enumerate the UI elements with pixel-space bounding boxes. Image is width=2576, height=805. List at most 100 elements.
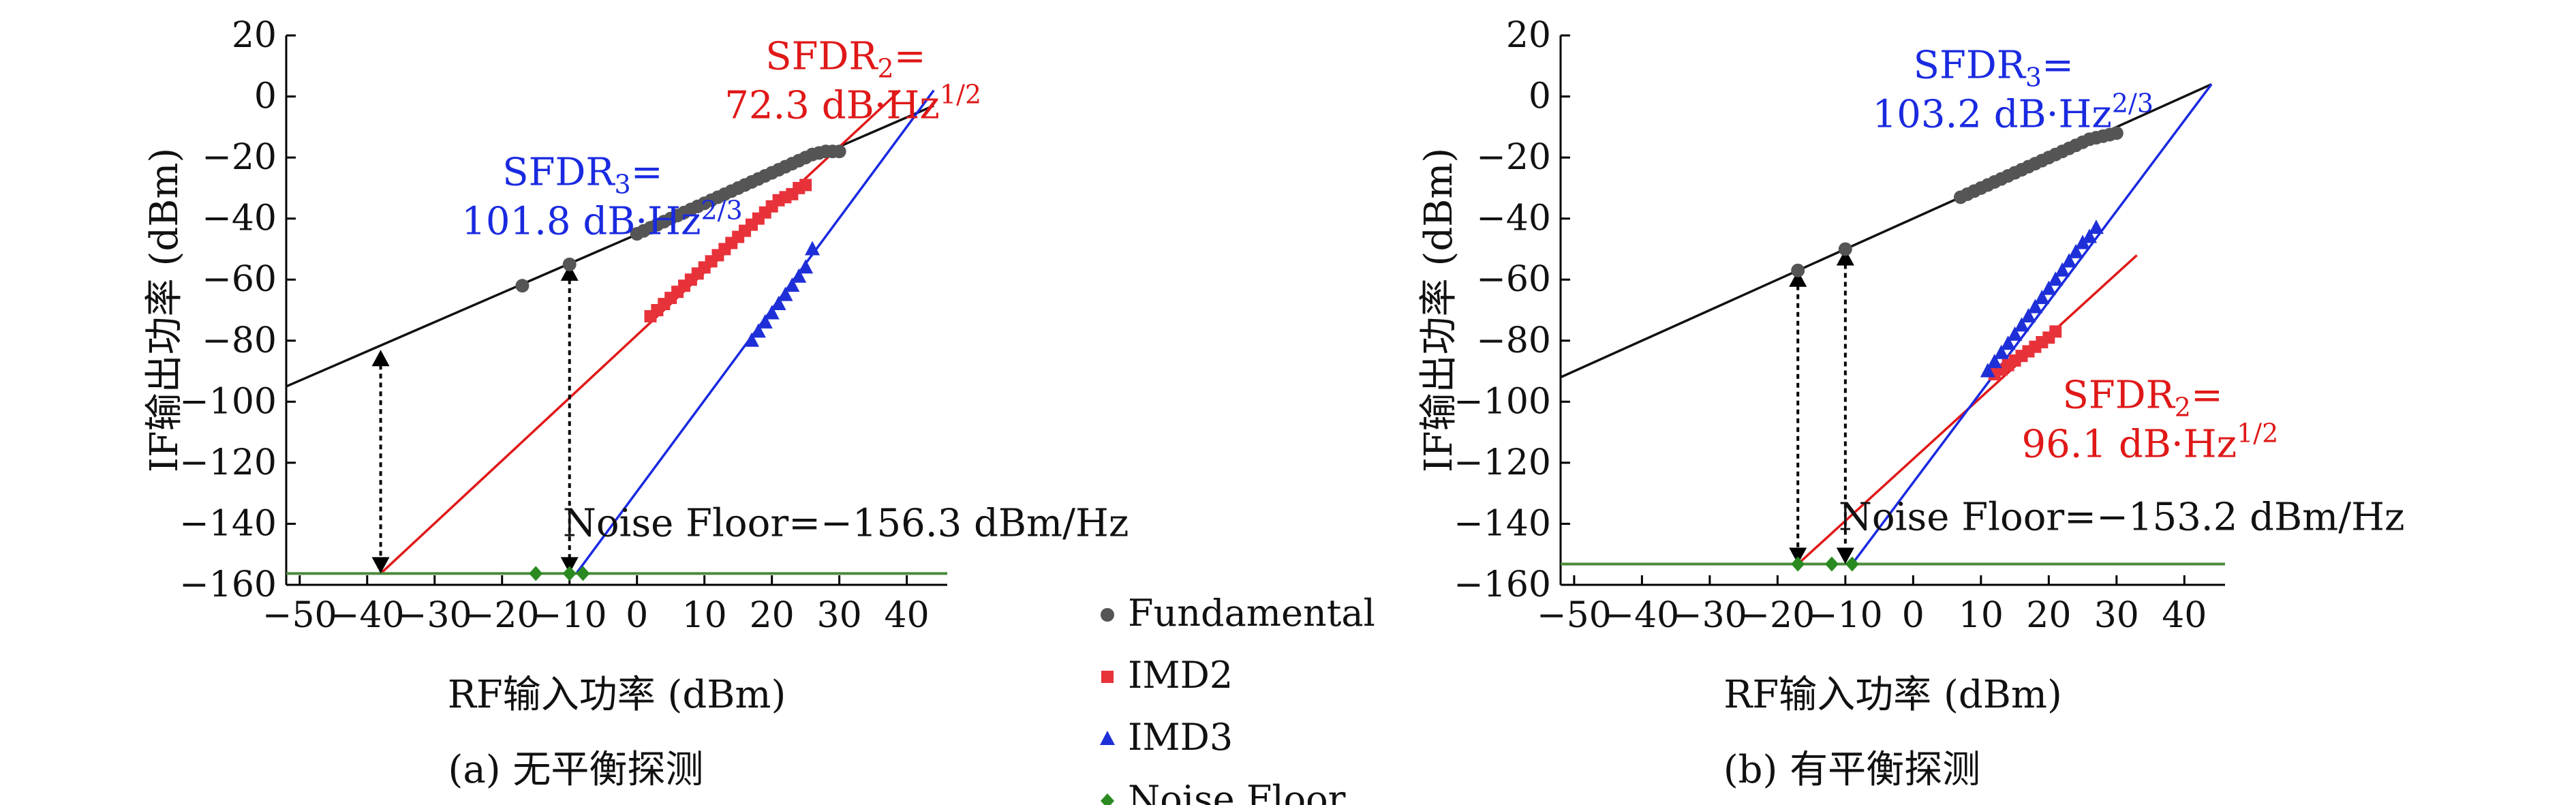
y-axis-label: IF输出功率 (dBm) [1417,148,1461,473]
imd3-point [2007,326,2023,341]
imd3-point [1993,344,2009,359]
imd3-point [791,268,807,283]
x-tick-label: 0 [1902,595,1925,636]
y-tick-label: 0 [1529,76,1551,117]
x-tick-label: 40 [885,595,930,636]
imd3-point [743,332,759,347]
imd3-point [750,323,766,338]
x-tick-label: 40 [2162,595,2207,636]
fundamental-point [832,145,846,159]
fit-imd2-line [380,89,901,575]
noise-point [576,566,590,581]
noise-floor-annotation: Noise Floor=−153.2 dBm/Hz [1839,495,2405,539]
noise-point [1845,556,1859,572]
x-tick-label: 0 [626,595,648,636]
y-tick-label: 20 [232,15,277,56]
noise-point [529,566,543,581]
noise-point [1824,556,1839,572]
x-tick-label: −10 [532,595,607,636]
arrow-head [371,557,390,574]
y-tick-label: 0 [254,76,277,117]
imd3-point [2041,280,2057,295]
legend: Fundamental IMD2 IMD3 Noise Floor [1100,592,1375,805]
noise-legend-marker [1101,793,1114,805]
legend-label-noise: Noise Floor [1128,778,1346,805]
y-tick-label: −80 [1476,320,1551,361]
x-axis-label: RF输入功率 (dBm) [448,673,786,717]
noise-point [1791,556,1805,572]
fundamental-legend-marker [1101,608,1114,622]
imd3-point [2034,290,2050,305]
x-tick-label: −30 [397,595,472,636]
legend-label-imd3: IMD3 [1128,716,1233,759]
x-tick-label: 20 [2026,595,2071,636]
imd3-point [2061,253,2077,268]
noise-floor-annotation: Noise Floor=−156.3 dBm/Hz [563,501,1129,545]
imd3-point [1980,363,1995,378]
x-tick-label: −50 [1537,595,1612,636]
y-tick-label: −100 [1454,381,1551,422]
imd3-point [2021,307,2036,322]
imd3-point [778,286,793,301]
sfdr-annotation-title: SFDR2= [765,34,925,83]
arrow-head [1789,547,1807,564]
imd3-point [2014,317,2029,332]
imd3-point [784,277,800,292]
imd3-point [2000,335,2016,350]
noise-point [562,566,577,581]
y-tick-label: −140 [1454,503,1551,544]
sfdr-annotation-value: 101.8 dB·Hz2/3 [461,195,742,243]
fit-imd3-line [1851,83,2213,565]
imd2-point [2049,325,2062,338]
imd3-point [2027,299,2043,314]
arrow-head [1789,270,1807,287]
x-tick-label: −20 [1740,595,1815,636]
x-tick-label: −50 [262,595,337,636]
arrow-head [560,557,579,574]
y-tick-label: −60 [1476,259,1551,300]
imd2-legend-marker [1101,671,1114,683]
y-tick-label: −40 [1476,198,1551,239]
imd3-point [757,314,773,329]
y-tick-label: −140 [179,503,277,544]
fundamental-point [515,279,530,293]
imd3-point [798,259,814,274]
imd3-point [1987,354,2002,369]
y-tick-label: −60 [202,259,277,300]
x-tick-label: 30 [817,595,862,636]
sfdr-annotation-title: SFDR2= [2062,373,2222,422]
sfdr-annotation-title: SFDR3= [1914,44,2074,93]
imd3-point [771,296,786,311]
imd3-point [2088,219,2104,234]
imd3-point [2082,228,2098,243]
x-tick-label: −10 [1808,595,1883,636]
panel-caption: (b) 有平衡探测 [1723,748,1980,792]
sfdr-annotation-title: SFDR3= [502,150,662,199]
fundamental-point [1791,263,1805,277]
y-tick-label: −20 [1476,137,1551,178]
imd3-point [764,305,780,320]
arrow-head [1836,547,1854,564]
imd3-legend-marker [1100,731,1115,745]
x-tick-label: −20 [465,595,540,636]
y-tick-label: 20 [1506,15,1551,56]
x-tick-label: −40 [1605,595,1680,636]
x-tick-label: −30 [1672,595,1747,636]
chart-panel-b: 200−20−40−60−80−100−120−140−160−50−40−30… [1417,15,2404,792]
x-tick-label: 30 [2094,595,2139,636]
arrow-head [371,350,390,367]
arrow-head [560,264,579,281]
y-tick-label: −100 [179,381,277,422]
legend-label-fundamental: Fundamental [1128,592,1375,635]
imd3-point [805,241,821,256]
x-tick-label: 10 [1959,595,2004,636]
x-tick-label: 10 [682,595,727,636]
y-tick-label: −160 [179,564,277,605]
imd3-point [2068,243,2084,258]
y-tick-label: −20 [202,137,277,178]
y-tick-label: −120 [179,442,277,483]
imd3-point [2055,262,2070,277]
chart-panel-a: 200−20−40−60−80−100−120−140−160−50−40−30… [142,15,1129,792]
imd2-point [799,179,812,192]
